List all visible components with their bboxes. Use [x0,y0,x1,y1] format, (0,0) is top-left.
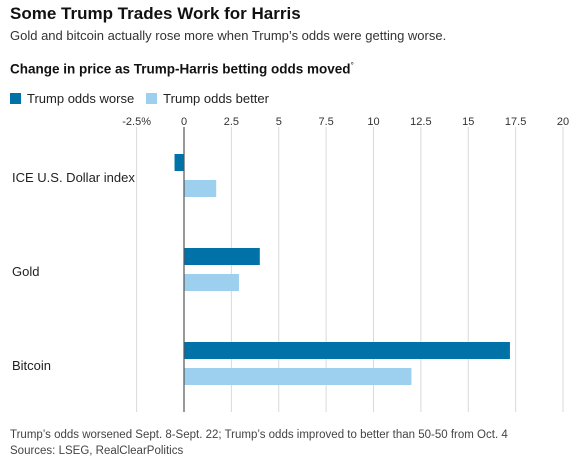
chart-subtitle: Gold and bitcoin actually rose more when… [10,28,447,43]
bar-odds-better [184,368,412,385]
chart-heading-mark: ° [350,61,354,70]
x-tick-label: 7.5 [318,116,333,128]
bar-odds-worse [184,342,510,359]
bar-odds-better [184,180,217,197]
x-tick-label: 12.5 [410,116,431,128]
bar-odds-worse [184,248,260,265]
x-tick-label: 2.5 [224,116,239,128]
x-tick-label: 20 [557,116,569,128]
x-tick-label: 10 [367,116,379,128]
category-label: ICE U.S. Dollar index [12,170,135,185]
chart-heading: Change in price as Trump-Harris betting … [10,61,354,77]
chart-heading-text: Change in price as Trump-Harris betting … [10,61,351,77]
category-label: Bitcoin [12,358,51,373]
x-tick-label: 15 [462,116,474,128]
legend-swatch-worse [10,93,21,104]
chart-title: Some Trump Trades Work for Harris [10,4,301,23]
footnote-text: Trump’s odds worsened Sept. 8-Sept. 22; … [10,429,508,441]
legend-label-worse: Trump odds worse [27,91,135,106]
category-label: Gold [12,264,39,279]
legend: Trump odds worse Trump odds better [10,91,281,106]
x-tick-label: 17.5 [505,116,526,128]
legend-entry-worse: Trump odds worse [10,91,134,106]
bar-odds-better [184,274,239,291]
legend-swatch-better [146,93,158,104]
bar-odds-worse [174,154,184,171]
legend-entry-better: Trump odds better [146,91,269,106]
sources-text: Sources: LSEG, RealClearPolitics [10,445,184,457]
footnote: Trump’s odds worsened Sept. 8-Sept. 22; … [10,427,508,459]
x-tick-label: 5 [276,116,282,128]
x-tick-label: -2.5% [122,116,151,128]
legend-label-better: Trump odds better [163,91,269,106]
x-tick-label: 0 [181,116,187,128]
